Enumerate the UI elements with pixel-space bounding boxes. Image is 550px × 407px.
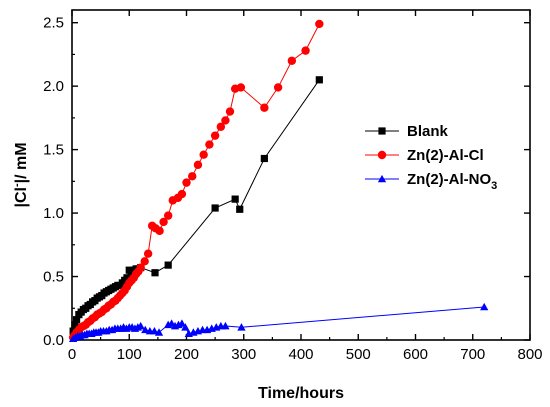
data-point-triangle (154, 328, 164, 336)
data-point-square (260, 154, 268, 163)
y-tick-label: 0.0 (43, 332, 64, 349)
x-tick-label: 600 (403, 346, 428, 363)
data-point-circle (143, 249, 153, 258)
y-axis-title-superscript: - (11, 183, 23, 187)
y-tick-label: 2.5 (43, 15, 64, 32)
data-point-triangle (141, 325, 150, 334)
data-point-square (123, 274, 131, 282)
data-point-square (231, 195, 239, 203)
legend-label-text: Blank (407, 123, 449, 140)
data-point-triangle (237, 323, 246, 331)
data-point-square (151, 269, 159, 277)
data-point-circle (140, 257, 149, 266)
legend-item: Zn(2)-Al-Cl (365, 147, 484, 164)
legend-label-text: Zn(2)-Al-Cl (407, 147, 484, 164)
data-point-circle (377, 150, 387, 160)
data-point-circle (155, 226, 164, 236)
legend-item: Zn(2)-Al-NO3 (365, 171, 497, 192)
y-tick-label: 2.0 (43, 78, 64, 95)
series-line (72, 306, 485, 340)
data-point-triangle (136, 321, 145, 330)
data-point-triangle (181, 323, 190, 331)
data-point-circle (177, 189, 187, 199)
data-point-circle (210, 131, 220, 140)
series-3 (69, 302, 489, 343)
data-point-square (236, 205, 244, 213)
x-tick-label: 300 (231, 346, 256, 363)
y-axis-ticks: 0.0 0.5 1.0 1.5 2.0 2.5 (43, 15, 530, 349)
legend-label: Blank (407, 123, 449, 140)
x-tick-label: 100 (117, 346, 142, 363)
data-point-circle (205, 140, 214, 149)
data-point-circle (236, 83, 246, 92)
data-point-circle (273, 83, 283, 92)
x-tick-label: 500 (346, 346, 371, 363)
data-point-triangle (480, 302, 489, 311)
y-tick-label: 1.0 (43, 205, 64, 222)
data-point-circle (301, 46, 310, 55)
legend: Blank Zn(2)-Al-Cl Zn(2)-Al-NO3 (365, 123, 497, 192)
data-point-circle (199, 150, 208, 159)
x-tick-label: 0 (68, 346, 76, 363)
series-layer (68, 19, 489, 343)
y-tick-label: 0.5 (43, 269, 64, 286)
y-tick-label: 1.5 (43, 142, 64, 159)
data-point-circle (193, 160, 203, 170)
legend-label: Zn(2)-Al-NO3 (407, 171, 497, 192)
data-point-circle (159, 217, 168, 227)
legend-label: Zn(2)-Al-Cl (407, 147, 484, 164)
data-point-square (211, 204, 219, 212)
legend-item: Blank (365, 123, 449, 140)
legend-label-subscript: 3 (491, 180, 497, 192)
y-axis-title: |Cl-|/ mM (11, 142, 30, 207)
data-point-square (378, 127, 386, 135)
x-tick-label: 800 (517, 346, 542, 363)
data-point-circle (225, 107, 235, 116)
data-point-circle (221, 116, 230, 125)
data-point-circle (216, 122, 226, 131)
data-point-circle (315, 19, 324, 29)
data-point-triangle (150, 326, 159, 335)
data-point-triangle (377, 174, 387, 183)
y-axis-title-part-1: |Cl (13, 187, 30, 207)
data-point-triangle (221, 321, 230, 330)
data-point-circle (188, 172, 197, 181)
data-point-triangle (177, 319, 187, 327)
data-point-circle (136, 263, 145, 272)
x-tick-label: 200 (174, 346, 199, 363)
legend-label-text: Zn(2)-Al-NO (407, 171, 491, 188)
x-axis-ticks: 0 100 200 300 400 500 600 700 800 (68, 10, 543, 363)
x-axis-title: Time/hours (258, 385, 344, 402)
data-point-circle (287, 56, 297, 65)
data-point-circle (260, 103, 269, 112)
data-point-square (164, 261, 172, 269)
series-1 (69, 76, 323, 335)
data-point-circle (163, 211, 173, 220)
data-point-square (72, 316, 81, 324)
series-2 (68, 19, 324, 342)
y-axis-title-part-2: |/ mM (13, 142, 30, 183)
data-point-square (315, 76, 323, 84)
x-tick-label: 400 (288, 346, 313, 363)
data-point-circle (182, 178, 191, 187)
x-tick-label: 700 (460, 346, 485, 363)
data-point-square (71, 321, 79, 329)
